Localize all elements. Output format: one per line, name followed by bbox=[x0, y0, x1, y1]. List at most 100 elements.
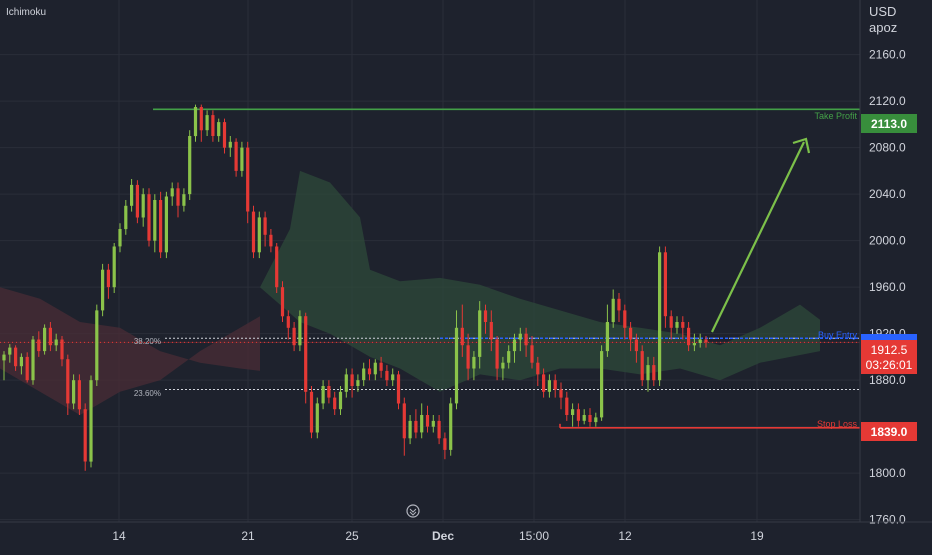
candle bbox=[304, 312, 308, 404]
candle-body bbox=[251, 211, 256, 253]
candle bbox=[571, 403, 575, 427]
candle bbox=[449, 397, 453, 456]
scroll-to-realtime-button[interactable] bbox=[406, 504, 420, 518]
candle bbox=[658, 246, 662, 386]
candle-body bbox=[402, 403, 406, 439]
candle bbox=[443, 432, 447, 460]
candle bbox=[222, 118, 227, 154]
candle-body bbox=[321, 386, 325, 404]
candle bbox=[385, 365, 389, 386]
candle-body bbox=[54, 339, 58, 346]
candle-body bbox=[25, 356, 29, 381]
candle-body bbox=[449, 403, 453, 450]
candle-body bbox=[646, 365, 650, 381]
candle-body bbox=[536, 362, 540, 375]
candle-body bbox=[222, 122, 227, 148]
candle bbox=[634, 333, 638, 363]
candle-body bbox=[617, 298, 621, 311]
candle bbox=[135, 180, 139, 224]
candle bbox=[147, 188, 151, 247]
candle bbox=[176, 182, 180, 218]
candle bbox=[54, 333, 58, 352]
candle bbox=[373, 359, 377, 381]
candle bbox=[2, 351, 6, 381]
candle bbox=[199, 104, 203, 142]
candle bbox=[547, 374, 551, 398]
candle bbox=[130, 179, 134, 212]
candle-body bbox=[280, 287, 285, 317]
candle bbox=[698, 333, 702, 348]
candle bbox=[472, 351, 476, 381]
candle-body bbox=[437, 420, 441, 439]
candle bbox=[507, 345, 511, 369]
candle-body bbox=[483, 310, 488, 322]
candle bbox=[681, 316, 685, 340]
candle-body bbox=[391, 374, 395, 381]
candle bbox=[8, 344, 12, 363]
candle-body bbox=[611, 298, 615, 323]
candle-body bbox=[704, 339, 708, 343]
candle bbox=[617, 293, 621, 322]
candle bbox=[542, 368, 546, 398]
candle bbox=[362, 362, 366, 386]
candle-body bbox=[182, 194, 186, 206]
stop-loss-badge bbox=[861, 422, 917, 441]
candle-body bbox=[170, 188, 174, 197]
candle bbox=[379, 356, 383, 378]
candle-body bbox=[292, 327, 296, 346]
time-axis[interactable]: 14 21 25 Dec 15:00 12 19 bbox=[0, 521, 932, 543]
candle bbox=[437, 415, 441, 445]
indicator-label[interactable]: Ichimoku bbox=[6, 7, 46, 18]
candle bbox=[576, 403, 580, 427]
candle-body bbox=[19, 356, 23, 367]
candle bbox=[420, 403, 424, 439]
candle bbox=[414, 409, 418, 439]
candle-body bbox=[658, 252, 662, 381]
candle-body bbox=[304, 316, 308, 392]
candle bbox=[588, 408, 592, 427]
target-arrow-head bbox=[792, 137, 811, 154]
candle-body bbox=[553, 380, 557, 390]
candle-body bbox=[95, 310, 99, 381]
chevrons-down-icon bbox=[409, 508, 417, 516]
candle-body bbox=[478, 310, 482, 357]
candle bbox=[25, 352, 29, 383]
candle-body bbox=[507, 351, 511, 363]
candle bbox=[72, 374, 76, 410]
candle bbox=[124, 200, 128, 235]
candle-body bbox=[571, 409, 575, 415]
candle bbox=[269, 229, 273, 253]
candle-body bbox=[495, 339, 499, 369]
price-tick-label: 2000.0 bbox=[869, 234, 906, 248]
candle-body bbox=[164, 196, 168, 253]
candle bbox=[182, 188, 186, 212]
candle-body bbox=[141, 194, 145, 218]
level-lines bbox=[0, 108, 860, 429]
candle bbox=[408, 415, 412, 445]
candle-body bbox=[518, 333, 522, 340]
candle bbox=[478, 301, 482, 369]
candle bbox=[298, 310, 302, 352]
candle-body bbox=[101, 269, 105, 311]
candle-body bbox=[559, 389, 563, 398]
candle bbox=[646, 356, 650, 392]
price-tick-label: 1760.0 bbox=[869, 513, 906, 527]
fib-38-label: 38.20% bbox=[134, 337, 161, 346]
candle bbox=[228, 136, 232, 157]
price-axis[interactable]: USD apoz 2160.0 2120.0 2080.0 2040.0 2000.0 1… bbox=[859, 0, 917, 527]
candle-body bbox=[309, 391, 314, 433]
candle bbox=[19, 353, 23, 375]
candle bbox=[251, 205, 256, 259]
candle bbox=[675, 316, 679, 334]
buy-entry-label: Buy Entry bbox=[818, 330, 858, 340]
scroll-to-realtime-icon[interactable] bbox=[406, 504, 420, 518]
candle-body bbox=[77, 380, 81, 410]
candle-body bbox=[14, 347, 18, 367]
candle bbox=[425, 405, 430, 433]
candle-body bbox=[338, 391, 343, 410]
candle bbox=[530, 336, 534, 369]
candle-body bbox=[367, 368, 372, 375]
candle bbox=[205, 110, 209, 136]
